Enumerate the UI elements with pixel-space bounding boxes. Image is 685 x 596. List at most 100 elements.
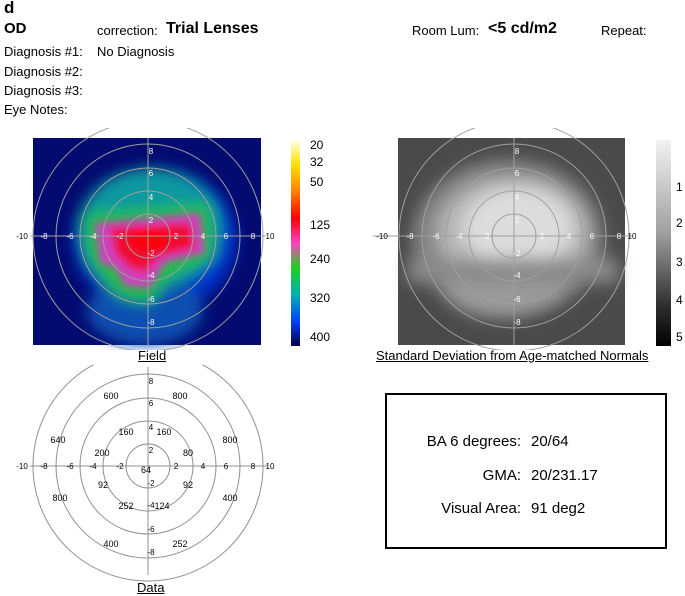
data-point: 800: [172, 391, 187, 401]
data-point: 400: [222, 493, 237, 503]
room-lum-label: Room Lum:: [412, 23, 480, 38]
tick-label: 8: [251, 462, 256, 471]
tick-label: 6: [149, 399, 154, 408]
tick-label: 8: [515, 147, 520, 156]
tick-label: -4: [147, 271, 155, 280]
ba-value: 20/64: [531, 433, 569, 450]
data-point: 92: [98, 480, 108, 490]
field-scale-400: 400: [310, 330, 331, 344]
tick-label: -8: [40, 462, 48, 471]
tick-label: -2: [513, 249, 521, 258]
tick-label: 8: [617, 232, 622, 241]
tick-label: -2: [116, 462, 124, 471]
field-grid: [30, 128, 266, 350]
tick-label: -6: [66, 232, 74, 241]
tick-label: -10: [16, 232, 28, 241]
data-point: 160: [118, 427, 133, 437]
tick-label: 8: [149, 147, 154, 156]
ba-label: BA 6 degrees:: [426, 433, 521, 450]
tick-label: -2: [147, 249, 155, 258]
tick-label: 10: [266, 462, 275, 471]
gma-value: 20/231.17: [531, 467, 598, 484]
tick-label: -8: [147, 548, 155, 557]
data-point: 800: [52, 493, 67, 503]
tick-label: 10: [628, 232, 637, 241]
tick-label: -6: [513, 295, 521, 304]
data-point: 124: [154, 501, 169, 511]
tick-label: -8: [406, 232, 414, 241]
data-point: 252: [118, 501, 133, 511]
data-point: 600: [103, 391, 118, 401]
eye-notes-label: Eye Notes:: [4, 102, 68, 117]
tick-label: 2: [149, 216, 154, 225]
data-point: 92: [183, 480, 193, 490]
data-map: -10 -8 -6 -4 -2 2 4 6 8 10 8 6 4 2 -2 -4…: [16, 365, 275, 582]
sd-scale-1: 1: [676, 180, 683, 194]
tick-label: 6: [149, 169, 154, 178]
sd-scale-2: 2: [676, 216, 683, 230]
tick-label: -10: [16, 462, 28, 471]
correction-label: correction:: [97, 23, 158, 38]
diagnosis-1-value: No Diagnosis: [97, 44, 175, 59]
gma-label: GMA:: [482, 467, 521, 484]
data-point: 400: [103, 539, 118, 549]
repeat-label: Repeat:: [601, 23, 647, 38]
eye-label: OD: [4, 20, 27, 37]
sd-panel-label: Standard Deviation from Age-matched Norm…: [376, 348, 649, 363]
data-point: 800: [222, 435, 237, 445]
diagnosis-1-label: Diagnosis #1:: [4, 44, 83, 59]
tick-label: 4: [201, 462, 206, 471]
data-values: 600 800 640 800 160 160 200 80 64 92 92 …: [50, 391, 237, 549]
tick-label: -4: [147, 501, 155, 510]
panel-letter: d: [4, 0, 15, 17]
field-ticks: -10 -8 -6 -4 -2 2 4 6 8 10 8 6 4 2 -2 -4…: [16, 147, 275, 327]
sd-grid: [373, 128, 633, 350]
sd-scale-3: 3: [676, 255, 683, 269]
sd-heatmap: [398, 138, 625, 345]
field-scale-32: 32: [310, 155, 324, 169]
tick-label: -10: [376, 232, 388, 241]
data-ticks: -10 -8 -6 -4 -2 2 4 6 8 10 8 6 4 2 -2 -4…: [16, 377, 275, 557]
tick-label: -6: [66, 462, 74, 471]
field-scale-125: 125: [310, 218, 331, 232]
tick-label: 2: [174, 232, 179, 241]
field-scale-20: 20: [310, 138, 324, 152]
sd-scale-5: 5: [676, 330, 683, 344]
tick-label: -8: [40, 232, 48, 241]
tick-label: -4: [89, 232, 97, 241]
tick-label: 4: [515, 193, 520, 202]
tick-label: 8: [251, 232, 256, 241]
tick-label: 2: [540, 232, 545, 241]
data-grid: [30, 365, 268, 582]
tick-label: 4: [149, 423, 154, 432]
summary-box: BA 6 degrees: 20/64 GMA: 20/231.17 Visua…: [385, 393, 667, 549]
sd-scale-4: 4: [676, 293, 683, 307]
tick-label: 6: [224, 462, 229, 471]
data-point: 640: [50, 435, 65, 445]
tick-label: -2: [147, 479, 155, 488]
tick-label: -8: [147, 318, 155, 327]
data-point: 200: [94, 448, 109, 458]
tick-label: 2: [149, 446, 154, 455]
tick-label: 6: [590, 232, 595, 241]
field-heatmap: [33, 138, 261, 345]
tick-label: 6: [515, 169, 520, 178]
tick-label: 6: [224, 232, 229, 241]
data-panel-label: Data: [137, 580, 165, 595]
diagnosis-2-label: Diagnosis #2:: [4, 64, 83, 79]
visual-area-value: 91 deg2: [531, 500, 586, 517]
tick-label: -6: [147, 295, 155, 304]
data-point: 252: [172, 539, 187, 549]
field-panel-label: Field: [138, 348, 167, 363]
tick-label: -6: [147, 525, 155, 534]
diagnosis-3-label: Diagnosis #3:: [4, 83, 83, 98]
tick-label: 2: [515, 216, 520, 225]
field-scale-50: 50: [310, 175, 324, 189]
tick-label: 2: [174, 462, 179, 471]
field-scale-240: 240: [310, 252, 331, 266]
visual-area-label: Visual Area:: [441, 500, 521, 517]
tick-label: -2: [116, 232, 124, 241]
sd-map: -10 -8 -6 -4 -2 2 4 6 8 10 8 6 4 2 -2 -4…: [373, 128, 671, 350]
data-point: 64: [141, 465, 151, 475]
field-scale-320: 320: [310, 291, 331, 305]
